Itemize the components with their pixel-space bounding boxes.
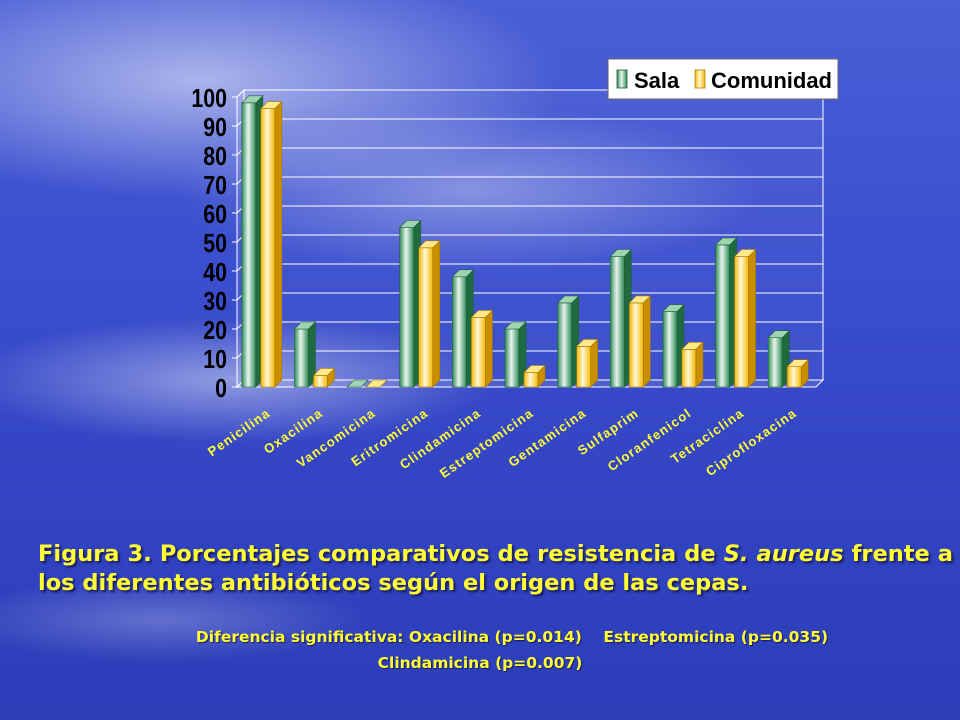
bar-sala-estreptomicina [504, 321, 527, 388]
legend-label-sala: Sala [634, 68, 680, 93]
legend-swatch-sala [616, 69, 628, 89]
x-tick-label: Estreptomicina [437, 405, 536, 481]
y-tick-label: 100 [191, 84, 227, 114]
caption-species: S. aureus [723, 541, 844, 567]
y-tick-label: 10 [203, 345, 227, 375]
caption-text-before: Porcentajes comparativos de resistencia … [159, 541, 716, 567]
y-tick-label: 20 [203, 316, 227, 346]
bars [241, 95, 809, 388]
y-tick-label: 40 [203, 258, 227, 288]
bar-comunidad-penicilina [260, 100, 283, 388]
y-tick-label: 30 [203, 287, 227, 317]
x-tick-label: Ciprofloxacina [703, 405, 799, 479]
legend-label-comunidad: Comunidad [711, 68, 832, 93]
bar-comunidad-ciprofloxacina [786, 358, 809, 388]
y-tick-label: 50 [203, 229, 227, 259]
x-tick-label: Penicilina [205, 405, 273, 459]
x-axis: PenicilinaOxacilinaVancomicinaEritromici… [205, 405, 800, 481]
legend: Sala Comunidad [607, 58, 839, 100]
bar-comunidad-cloranfenicol [681, 341, 704, 388]
bar-sala-penicilina [241, 95, 264, 388]
significance-line-1: Diferencia significativa: Oxacilina (p=0… [195, 628, 829, 646]
bar-sala-eritromicina [399, 219, 422, 388]
bar-comunidad-clindamicina [470, 309, 494, 388]
y-tick-label: 70 [203, 171, 227, 201]
bar-sala-ciprofloxacina [767, 329, 790, 388]
bar-comunidad-vancomicina [365, 379, 388, 388]
caption-figure-number: Figura 3. [38, 541, 152, 567]
bar-comunidad-gentamicina [575, 338, 599, 388]
bar-comunidad-sulfaprim [628, 295, 651, 388]
y-tick-label: 0 [215, 374, 227, 404]
significance-note: Diferencia significativa: Oxacilina (p=0… [0, 624, 960, 676]
bar-sala-tetraciclina [714, 237, 738, 388]
bar-comunidad-eritromicina [418, 240, 441, 388]
bar-sala-clindamicina [451, 269, 475, 388]
y-tick-label: 90 [203, 113, 227, 143]
bar-sala-gentamicina [556, 295, 580, 388]
bar-sala-vancomicina [346, 379, 369, 388]
bar-sala-sulfaprim [609, 248, 632, 388]
caption-text-after: frente a los diferentes antibióticos seg… [38, 541, 953, 596]
figure-caption: Figura 3. Porcentajes comparativos de re… [38, 540, 953, 598]
legend-swatch-comunidad [694, 69, 706, 89]
y-tick-label: 80 [203, 142, 227, 172]
significance-line-2: Clindamicina (p=0.007) [377, 654, 583, 672]
bar-sala-oxacilina [293, 321, 317, 388]
bar-comunidad-estreptomicina [523, 364, 546, 388]
bar-comunidad-oxacilina [312, 367, 336, 388]
bar-comunidad-tetraciclina [733, 248, 757, 388]
legend-box [607, 58, 839, 100]
y-tick-label: 60 [203, 200, 227, 230]
bar-sala-cloranfenicol [662, 303, 685, 388]
